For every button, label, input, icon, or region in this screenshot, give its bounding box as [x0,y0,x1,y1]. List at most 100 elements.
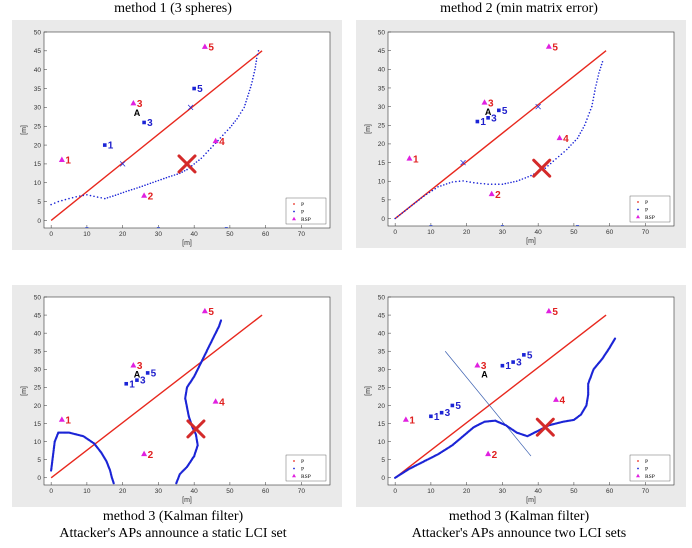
rsp-label: 5 [552,307,558,318]
y-tick-label: 35 [378,85,386,92]
estimated-ap-marker [429,414,433,419]
y-tick-label: 45 [34,48,42,55]
x-tick-label: 30 [155,231,163,238]
estimate-point [104,197,106,200]
estimate-point [222,134,224,137]
estimate-point [518,179,521,181]
estimated-ap-label: 5 [527,350,533,361]
x-tick-label: 50 [570,229,578,236]
estimate-point [596,81,598,83]
estimate-cross-mark [187,104,194,111]
caption-bottom-right-1: method 3 (Kalman filter) [448,509,590,524]
estimate-point [598,72,600,74]
estimate-point [183,170,186,172]
y-tick-label: 0 [37,475,41,482]
estimate-cross-mark [535,103,541,110]
estimated-ap-label: 1 [434,412,440,423]
true-path-line [394,314,607,479]
y-tick-label: 40 [378,330,386,337]
estimate-point [236,117,238,120]
x-tick-label: 20 [119,231,127,238]
estimated-ap-label: 5 [455,401,461,412]
estimate-point [144,184,146,186]
legend-entry: P [301,459,304,465]
estimate-cross-mark [460,159,466,166]
estimated-ap-label: 3 [491,113,497,124]
estimate-point [572,142,574,144]
estimate-point [504,182,507,185]
estimated-ap-marker [486,116,490,120]
estimate-point [248,89,251,92]
y-tick-label: 0 [381,216,385,223]
attacker-marker [532,158,552,178]
y-tick-label: 0 [381,475,385,482]
x-tick-label: 40 [191,231,199,238]
attacker-marker [535,417,555,437]
rsp-label: 5 [208,307,214,318]
y-tick-label: 5 [37,199,41,206]
rsp-triangle [545,307,552,314]
estimate-point [498,183,500,185]
estimate-point [224,132,226,134]
estimate-point [130,188,133,191]
x-tick-label: 50 [570,488,578,495]
estimate-point [401,212,404,214]
x-tick-label: 30 [499,229,507,236]
rsp-label: 1 [413,154,419,165]
estimate-point [574,139,577,142]
estimate-point [593,93,595,95]
estimate-point [490,183,493,185]
y-tick-label: 40 [378,67,386,74]
estimated-ap-marker [124,381,129,386]
attacker-label: A [134,108,141,118]
estimate-point [256,53,259,56]
chart-method3-static: 0 10 20 30 40 50 60 7005101520253035404550[m][m… [21,294,331,504]
estimate-point [521,178,524,180]
estimate-point [434,187,436,190]
x-tick-label: 70 [298,488,306,495]
estimated-ap-marker [475,119,480,124]
legend-swatch [637,208,639,211]
estimate-point [563,151,565,153]
caption-bottom-left-2: Attacker's APs announce a static LCI set [59,526,287,541]
estimated-ap-marker [522,353,526,357]
estimate-point [212,144,214,147]
estimate-point [122,191,125,194]
plot-area [387,31,675,227]
y-tick-label: 25 [378,123,386,130]
y-tick-label: 25 [34,124,42,131]
rsp-triangle [130,100,137,106]
estimate-point [448,182,451,184]
estimate-point [587,115,589,117]
legend-swatch [637,460,639,462]
estimate-point [251,81,253,83]
x-tick-label: 0 [393,488,397,495]
estimate-point [112,482,115,485]
rsp-label: 1 [65,415,71,426]
estimate-point [601,61,604,63]
y-tick-label: 30 [34,105,42,112]
rsp-triangle [474,362,481,368]
estimate-point [557,155,560,158]
attacker-label: A [134,370,141,380]
rsp-label: 2 [148,450,154,461]
estimate-point [555,158,557,160]
estimate-point [406,208,408,210]
estimate-point [136,187,138,189]
y-tick-label: 5 [381,197,385,204]
caption-top-right: method 2 (min matrix error) [440,1,598,16]
estimate-point [552,160,555,162]
estimate-point [594,87,597,89]
estimate-point [403,210,406,212]
estimate-point [191,165,193,167]
estimate-point [114,194,117,196]
attacker-marker [186,419,206,439]
rsp-label: 1 [409,415,415,426]
estimate-point [205,152,207,154]
estimate-point [530,174,532,177]
estimated-ap-marker [511,360,515,364]
legend-swatch [293,203,295,205]
attacker-label: A [485,107,492,117]
x-axis-label: [m] [182,240,192,247]
estimate-point [61,199,63,202]
